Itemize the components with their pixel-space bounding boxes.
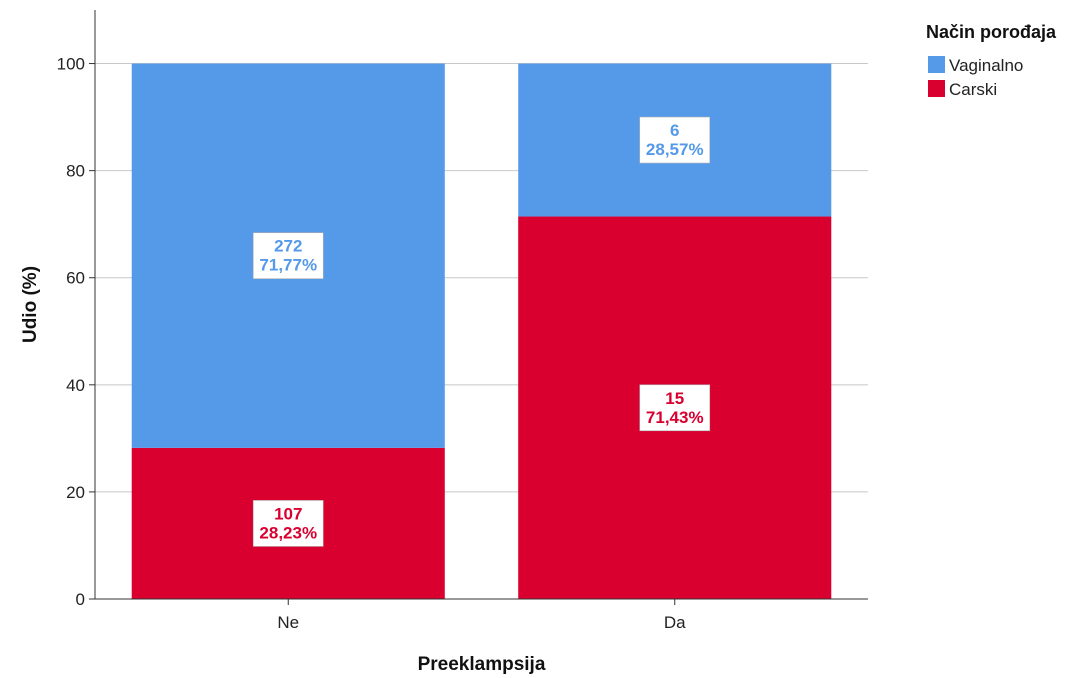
data-label-percent: 28,23% — [259, 523, 317, 542]
data-label-box — [639, 384, 711, 432]
legend: Način porođaja Vaginalno Carski — [926, 22, 1057, 99]
y-tick-label: 60 — [66, 269, 85, 288]
legend-swatch-vaginalno — [928, 56, 945, 73]
legend-label-carski: Carski — [949, 80, 997, 99]
legend-title: Način porođaja — [926, 22, 1057, 42]
data-label-box — [252, 232, 324, 279]
legend-swatch-carski — [928, 80, 945, 97]
x-tick-label: Da — [664, 613, 686, 632]
data-label-count: 6 — [670, 121, 679, 140]
y-tick-label: 0 — [76, 590, 85, 609]
data-label-percent: 28,57% — [646, 140, 704, 159]
data-label-count: 272 — [274, 237, 302, 256]
x-tick-label: Ne — [277, 613, 299, 632]
y-tick-label: 80 — [66, 162, 85, 181]
y-tick-label: 20 — [66, 483, 85, 502]
data-label-vaginalno-da: 628,57% — [639, 116, 711, 164]
y-axis-title: Udio (%) — [20, 266, 41, 343]
x-axis-title: Preeklampsija — [418, 654, 546, 675]
data-label-count: 15 — [665, 389, 684, 408]
axes — [94, 10, 868, 600]
data-label-box — [639, 116, 711, 164]
y-tick-label: 40 — [66, 376, 85, 395]
y-ticks: 0 20 40 60 80 100 — [57, 55, 95, 609]
legend-label-vaginalno: Vaginalno — [949, 56, 1023, 75]
data-label-box — [252, 500, 324, 547]
x-ticks: Ne Da — [277, 599, 686, 632]
data-label-count: 107 — [274, 504, 302, 523]
bars — [131, 63, 832, 599]
data-label-percent: 71,77% — [259, 256, 317, 275]
data-label-percent: 71,43% — [646, 408, 704, 427]
y-tick-label: 100 — [57, 55, 85, 74]
